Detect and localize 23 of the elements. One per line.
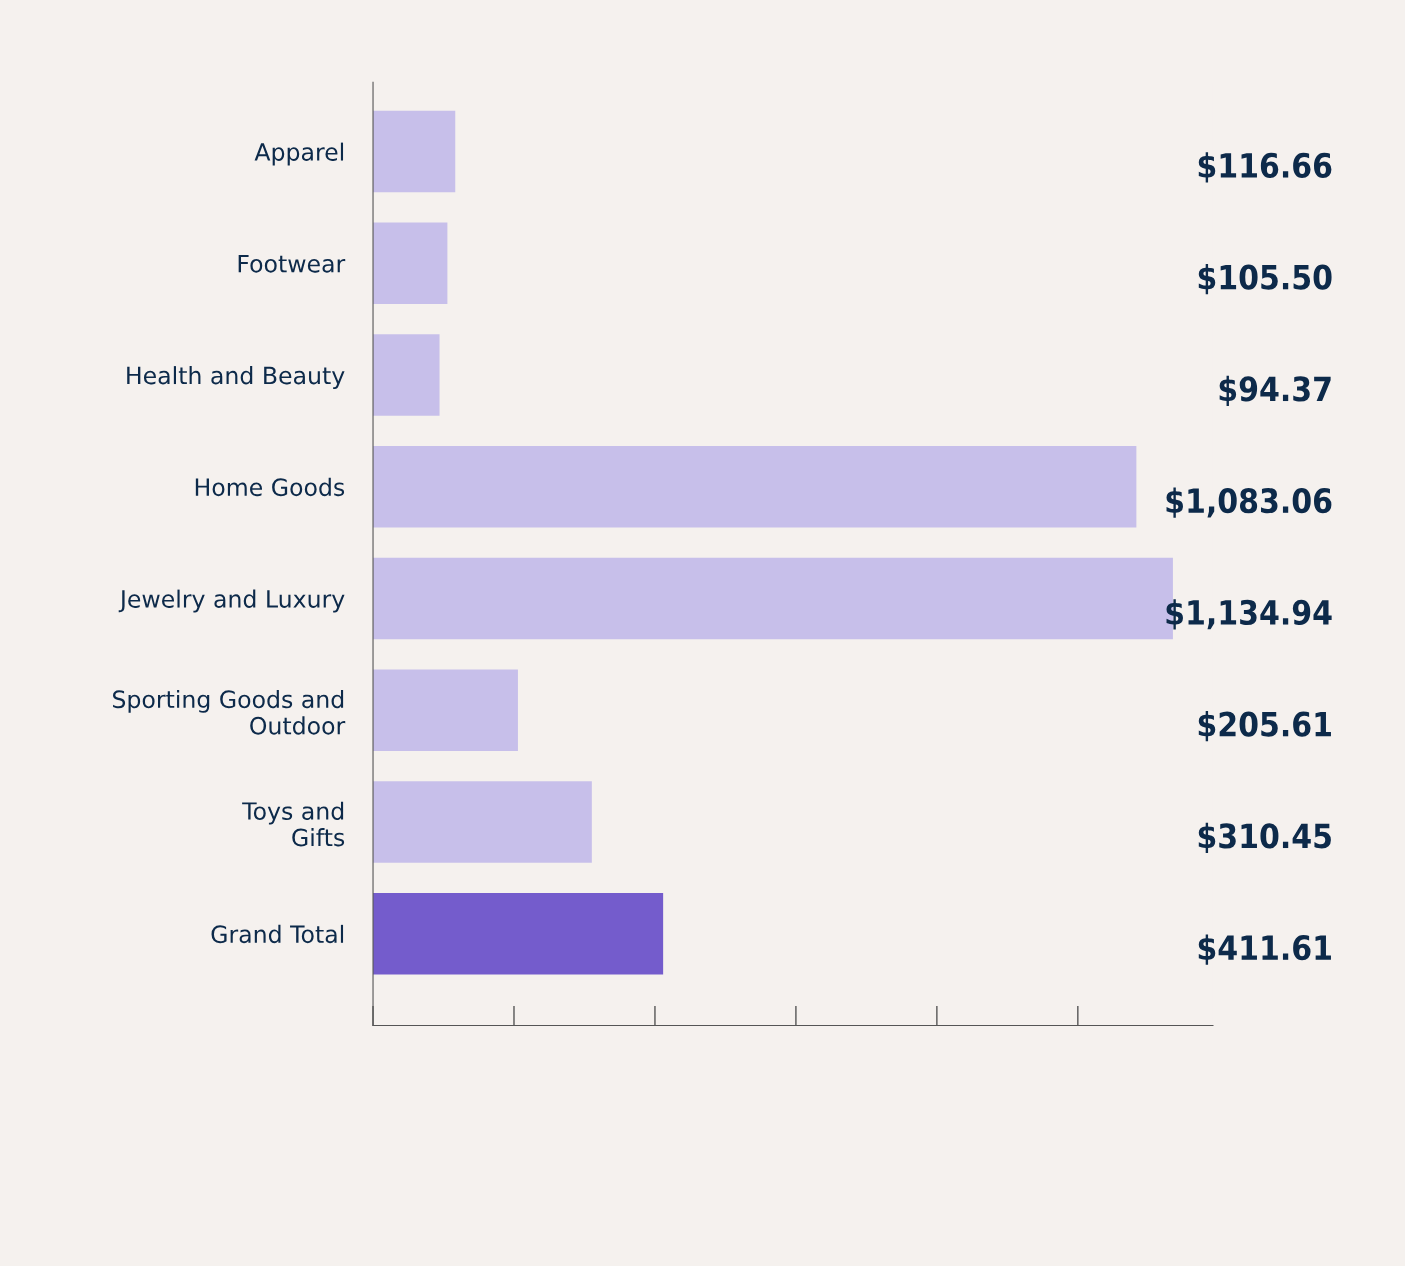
data-label: $310.45 [1198,822,1331,853]
y-tick-label: Health and Beauty [127,366,345,389]
data-label: $94.37 [1219,375,1331,406]
data-label: $105.50 [1198,263,1332,295]
bar [373,781,592,863]
bar [373,222,448,305]
y-tick-label: Home Goods [195,477,345,497]
y-tick-label: Apparel [254,142,344,166]
data-label: $1,134.94 [1166,599,1332,630]
y-tick-label: Toys and Gifts [242,801,345,847]
data-label: $1,083.06 [1166,487,1332,518]
data-label: $411.61 [1198,934,1331,965]
data-label: $205.61 [1198,710,1331,742]
bar [373,334,440,416]
y-tick-label: Grand Total [211,924,344,944]
bar [373,110,456,193]
y-tick-label: Sporting Goods and Outdoor [113,689,346,735]
bar [373,669,518,752]
bar [373,893,664,975]
data-label: $116.66 [1198,152,1332,183]
y-tick-label: Jewelry and Luxury [118,589,345,613]
y-tick-label: Footwear [238,255,346,273]
bar [373,446,1137,528]
